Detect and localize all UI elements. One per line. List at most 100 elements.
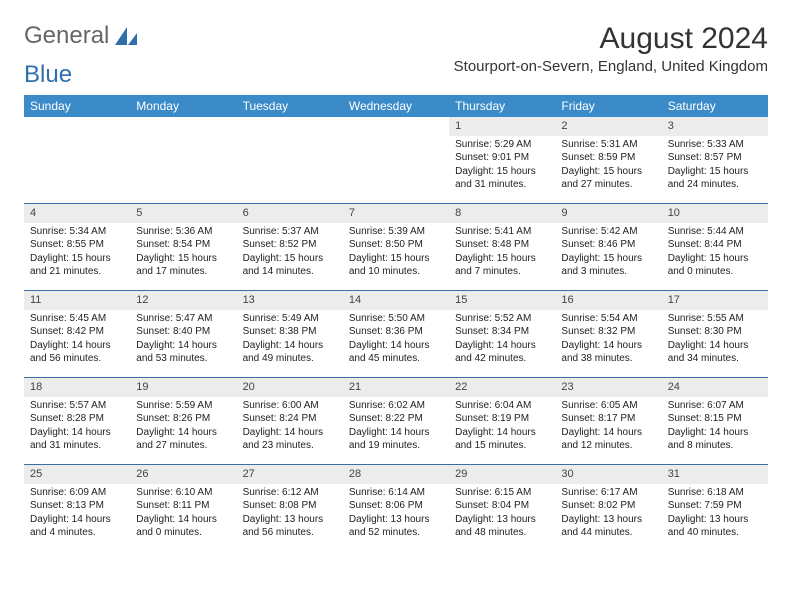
calendar-week-row: 1Sunrise: 5:29 AMSunset: 9:01 PMDaylight…: [24, 117, 768, 204]
calendar-day-cell: 22Sunrise: 6:04 AMSunset: 8:19 PMDayligh…: [449, 378, 555, 465]
calendar-day-cell: 10Sunrise: 5:44 AMSunset: 8:44 PMDayligh…: [662, 204, 768, 291]
day-number: 19: [130, 378, 236, 397]
daylight-text: Daylight: 15 hours and 31 minutes.: [455, 166, 536, 191]
daylight-text: Daylight: 14 hours and 53 minutes.: [136, 340, 217, 365]
calendar-day-cell: 20Sunrise: 6:00 AMSunset: 8:24 PMDayligh…: [237, 378, 343, 465]
sunset-text: Sunset: 9:01 PM: [455, 152, 529, 163]
daylight-text: Daylight: 15 hours and 27 minutes.: [561, 166, 642, 191]
calendar-day-cell: 31Sunrise: 6:18 AMSunset: 7:59 PMDayligh…: [662, 465, 768, 552]
calendar-day-cell: 1Sunrise: 5:29 AMSunset: 9:01 PMDaylight…: [449, 117, 555, 204]
day-number: 1: [449, 117, 555, 136]
day-details: Sunrise: 5:50 AMSunset: 8:36 PMDaylight:…: [343, 312, 449, 366]
calendar-day-cell: 27Sunrise: 6:12 AMSunset: 8:08 PMDayligh…: [237, 465, 343, 552]
daylight-text: Daylight: 15 hours and 0 minutes.: [668, 253, 749, 278]
sunrise-text: Sunrise: 6:14 AM: [349, 487, 425, 498]
calendar-day-cell: 17Sunrise: 5:55 AMSunset: 8:30 PMDayligh…: [662, 291, 768, 378]
sunrise-text: Sunrise: 6:17 AM: [561, 487, 637, 498]
weekday-header: Monday: [130, 95, 236, 117]
day-details: Sunrise: 5:44 AMSunset: 8:44 PMDaylight:…: [662, 225, 768, 279]
calendar-day-cell: 23Sunrise: 6:05 AMSunset: 8:17 PMDayligh…: [555, 378, 661, 465]
sunrise-text: Sunrise: 5:36 AM: [136, 226, 212, 237]
calendar-day-cell: 8Sunrise: 5:41 AMSunset: 8:48 PMDaylight…: [449, 204, 555, 291]
day-number: 30: [555, 465, 661, 484]
day-details: Sunrise: 6:04 AMSunset: 8:19 PMDaylight:…: [449, 399, 555, 453]
weekday-header: Thursday: [449, 95, 555, 117]
logo-text-blue: Blue: [24, 61, 72, 88]
sunrise-text: Sunrise: 5:31 AM: [561, 139, 637, 150]
day-number: 28: [343, 465, 449, 484]
day-details: Sunrise: 6:14 AMSunset: 8:06 PMDaylight:…: [343, 486, 449, 540]
calendar-day-cell: 29 Sunrise: 6:15 AMSunset: 8:04 PMDayligh…: [449, 465, 555, 552]
sunrise-text: Sunrise: 6:12 AM: [243, 487, 319, 498]
sunrise-text: Sunrise: 5:37 AM: [243, 226, 319, 237]
daylight-text: Daylight: 14 hours and 15 minutes.: [455, 427, 536, 452]
day-details: Sunrise: 5:45 AMSunset: 8:42 PMDaylight:…: [24, 312, 130, 366]
day-details: Sunrise: 5:33 AMSunset: 8:57 PMDaylight:…: [662, 138, 768, 192]
day-details: Sunrise: 5:49 AMSunset: 8:38 PMDaylight:…: [237, 312, 343, 366]
day-number: 2: [555, 117, 661, 136]
sunset-text: Sunset: 8:59 PM: [561, 152, 635, 163]
daylight-text: Daylight: 15 hours and 14 minutes.: [243, 253, 324, 278]
day-details: Sunrise: 6:15 AMSunset: 8:04 PMDaylight:…: [449, 486, 555, 540]
sunset-text: Sunset: 8:38 PM: [243, 326, 317, 337]
calendar-page: General August 2024 Stourport-on-Severn,…: [0, 0, 792, 551]
day-number: 29: [449, 465, 555, 484]
calendar-day-cell: 14 Sunrise: 5:50 AMSunset: 8:36 PMDayligh…: [343, 291, 449, 378]
day-details: Sunrise: 6:02 AMSunset: 8:22 PMDaylight:…: [343, 399, 449, 453]
sunset-text: Sunset: 8:50 PM: [349, 239, 423, 250]
calendar-day-cell: 18Sunrise: 5:57 AMSunset: 8:28 PMDayligh…: [24, 378, 130, 465]
daylight-text: Daylight: 14 hours and 45 minutes.: [349, 340, 430, 365]
day-number: 14: [343, 291, 449, 310]
daylight-text: Daylight: 13 hours and 44 minutes.: [561, 514, 642, 539]
day-details: Sunrise: 5:54 AMSunset: 8:32 PMDaylight:…: [555, 312, 661, 366]
day-details: Sunrise: 5:55 AMSunset: 8:30 PMDaylight:…: [662, 312, 768, 366]
sunrise-text: Sunrise: 5:39 AM: [349, 226, 425, 237]
weekday-header: Saturday: [662, 95, 768, 117]
daylight-text: Daylight: 14 hours and 0 minutes.: [136, 514, 217, 539]
daylight-text: Daylight: 15 hours and 3 minutes.: [561, 253, 642, 278]
sunrise-text: Sunrise: 6:02 AM: [349, 400, 425, 411]
sunset-text: Sunset: 8:44 PM: [668, 239, 742, 250]
daylight-text: Daylight: 14 hours and 42 minutes.: [455, 340, 536, 365]
sunrise-text: Sunrise: 6:07 AM: [668, 400, 744, 411]
daylight-text: Daylight: 14 hours and 27 minutes.: [136, 427, 217, 452]
daylight-text: Daylight: 13 hours and 52 minutes.: [349, 514, 430, 539]
day-number: 12: [130, 291, 236, 310]
sunrise-text: Sunrise: 6:09 AM: [30, 487, 106, 498]
day-details: Sunrise: 6:07 AMSunset: 8:15 PMDaylight:…: [662, 399, 768, 453]
day-details: Sunrise: 6:12 AMSunset: 8:08 PMDaylight:…: [237, 486, 343, 540]
sunset-text: Sunset: 8:30 PM: [668, 326, 742, 337]
calendar-week-row: 25Sunrise: 6:09 AMSunset: 8:13 PMDayligh…: [24, 465, 768, 552]
daylight-text: Daylight: 15 hours and 7 minutes.: [455, 253, 536, 278]
calendar-day-cell: 13Sunrise: 5:49 AMSunset: 8:38 PMDayligh…: [237, 291, 343, 378]
sunset-text: Sunset: 8:55 PM: [30, 239, 104, 250]
sunset-text: Sunset: 8:54 PM: [136, 239, 210, 250]
sunset-text: Sunset: 8:04 PM: [455, 500, 529, 511]
sunset-text: Sunset: 8:02 PM: [561, 500, 635, 511]
logo-text-general: General: [24, 22, 109, 50]
day-number: 11: [24, 291, 130, 310]
sunrise-text: Sunrise: 5:41 AM: [455, 226, 531, 237]
calendar-day-cell: 6Sunrise: 5:37 AMSunset: 8:52 PMDaylight…: [237, 204, 343, 291]
daylight-text: Daylight: 14 hours and 34 minutes.: [668, 340, 749, 365]
calendar-day-cell: 11 Sunrise: 5:45 AMSunset: 8:42 PMDayligh…: [24, 291, 130, 378]
day-number: 20: [237, 378, 343, 397]
sunset-text: Sunset: 8:34 PM: [455, 326, 529, 337]
calendar-day-cell: [130, 117, 236, 204]
sunrise-text: Sunrise: 5:59 AM: [136, 400, 212, 411]
sunrise-text: Sunrise: 6:00 AM: [243, 400, 319, 411]
sunset-text: Sunset: 8:13 PM: [30, 500, 104, 511]
day-number: 31: [662, 465, 768, 484]
daylight-text: Daylight: 14 hours and 19 minutes.: [349, 427, 430, 452]
calendar-day-cell: 25Sunrise: 6:09 AMSunset: 8:13 PMDayligh…: [24, 465, 130, 552]
calendar-day-cell: 12Sunrise: 5:47 AMSunset: 8:40 PMDayligh…: [130, 291, 236, 378]
day-details: Sunrise: 5:37 AM Sunset: 8:52 PM Daylight:…: [237, 225, 343, 279]
daylight-text: Daylight: 15 hours and 10 minutes.: [349, 253, 430, 278]
sunrise-text: Sunrise: 5:57 AM: [30, 400, 106, 411]
sunrise-text: Sunrise: 5:33 AM: [668, 139, 744, 150]
calendar-day-cell: 3Sunrise: 5:33 AMSunset: 8:57 PMDaylight…: [662, 117, 768, 204]
day-number: 21: [343, 378, 449, 397]
sunset-text: Sunset: 8:52 PM: [243, 239, 317, 250]
calendar-day-cell: 26Sunrise: 6:10 AMSunset: 8:11 PMDayligh…: [130, 465, 236, 552]
day-details: Sunrise: 6:10 AMSunset: 8:11 PMDaylight:…: [130, 486, 236, 540]
